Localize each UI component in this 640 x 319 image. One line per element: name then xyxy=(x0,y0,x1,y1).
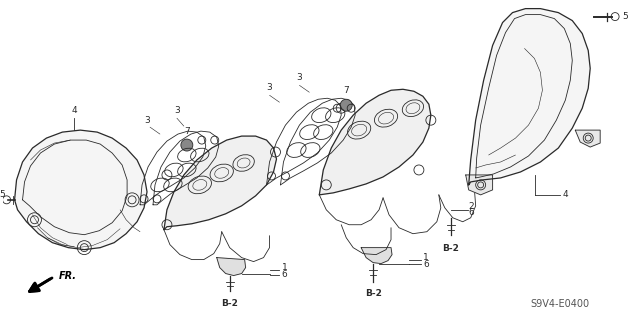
Text: 3: 3 xyxy=(267,83,273,92)
Text: 1: 1 xyxy=(282,263,287,272)
Polygon shape xyxy=(466,175,493,195)
Circle shape xyxy=(181,139,193,151)
Text: B-2: B-2 xyxy=(442,244,460,253)
Text: 1: 1 xyxy=(423,253,429,262)
Text: 3: 3 xyxy=(296,73,302,82)
Text: 3: 3 xyxy=(144,116,150,125)
Text: 2: 2 xyxy=(468,202,474,211)
Text: B-2: B-2 xyxy=(365,289,381,299)
Polygon shape xyxy=(319,89,431,195)
Polygon shape xyxy=(217,258,246,276)
Text: 5: 5 xyxy=(0,190,4,199)
Text: 4: 4 xyxy=(72,106,77,115)
Text: B-2: B-2 xyxy=(221,300,238,308)
Text: 5: 5 xyxy=(622,12,628,21)
Text: 6: 6 xyxy=(282,270,287,279)
Polygon shape xyxy=(468,9,590,185)
Text: S9V4-E0400: S9V4-E0400 xyxy=(531,300,590,309)
Text: 3: 3 xyxy=(174,106,180,115)
Text: FR.: FR. xyxy=(58,271,76,280)
Polygon shape xyxy=(15,130,147,250)
Polygon shape xyxy=(164,136,276,230)
Text: 4: 4 xyxy=(563,190,568,199)
Polygon shape xyxy=(575,130,600,147)
Circle shape xyxy=(340,99,352,111)
Polygon shape xyxy=(361,248,392,263)
Text: 6: 6 xyxy=(468,208,474,217)
Text: 7: 7 xyxy=(343,86,349,95)
Text: 6: 6 xyxy=(423,260,429,269)
Text: 7: 7 xyxy=(184,127,189,136)
